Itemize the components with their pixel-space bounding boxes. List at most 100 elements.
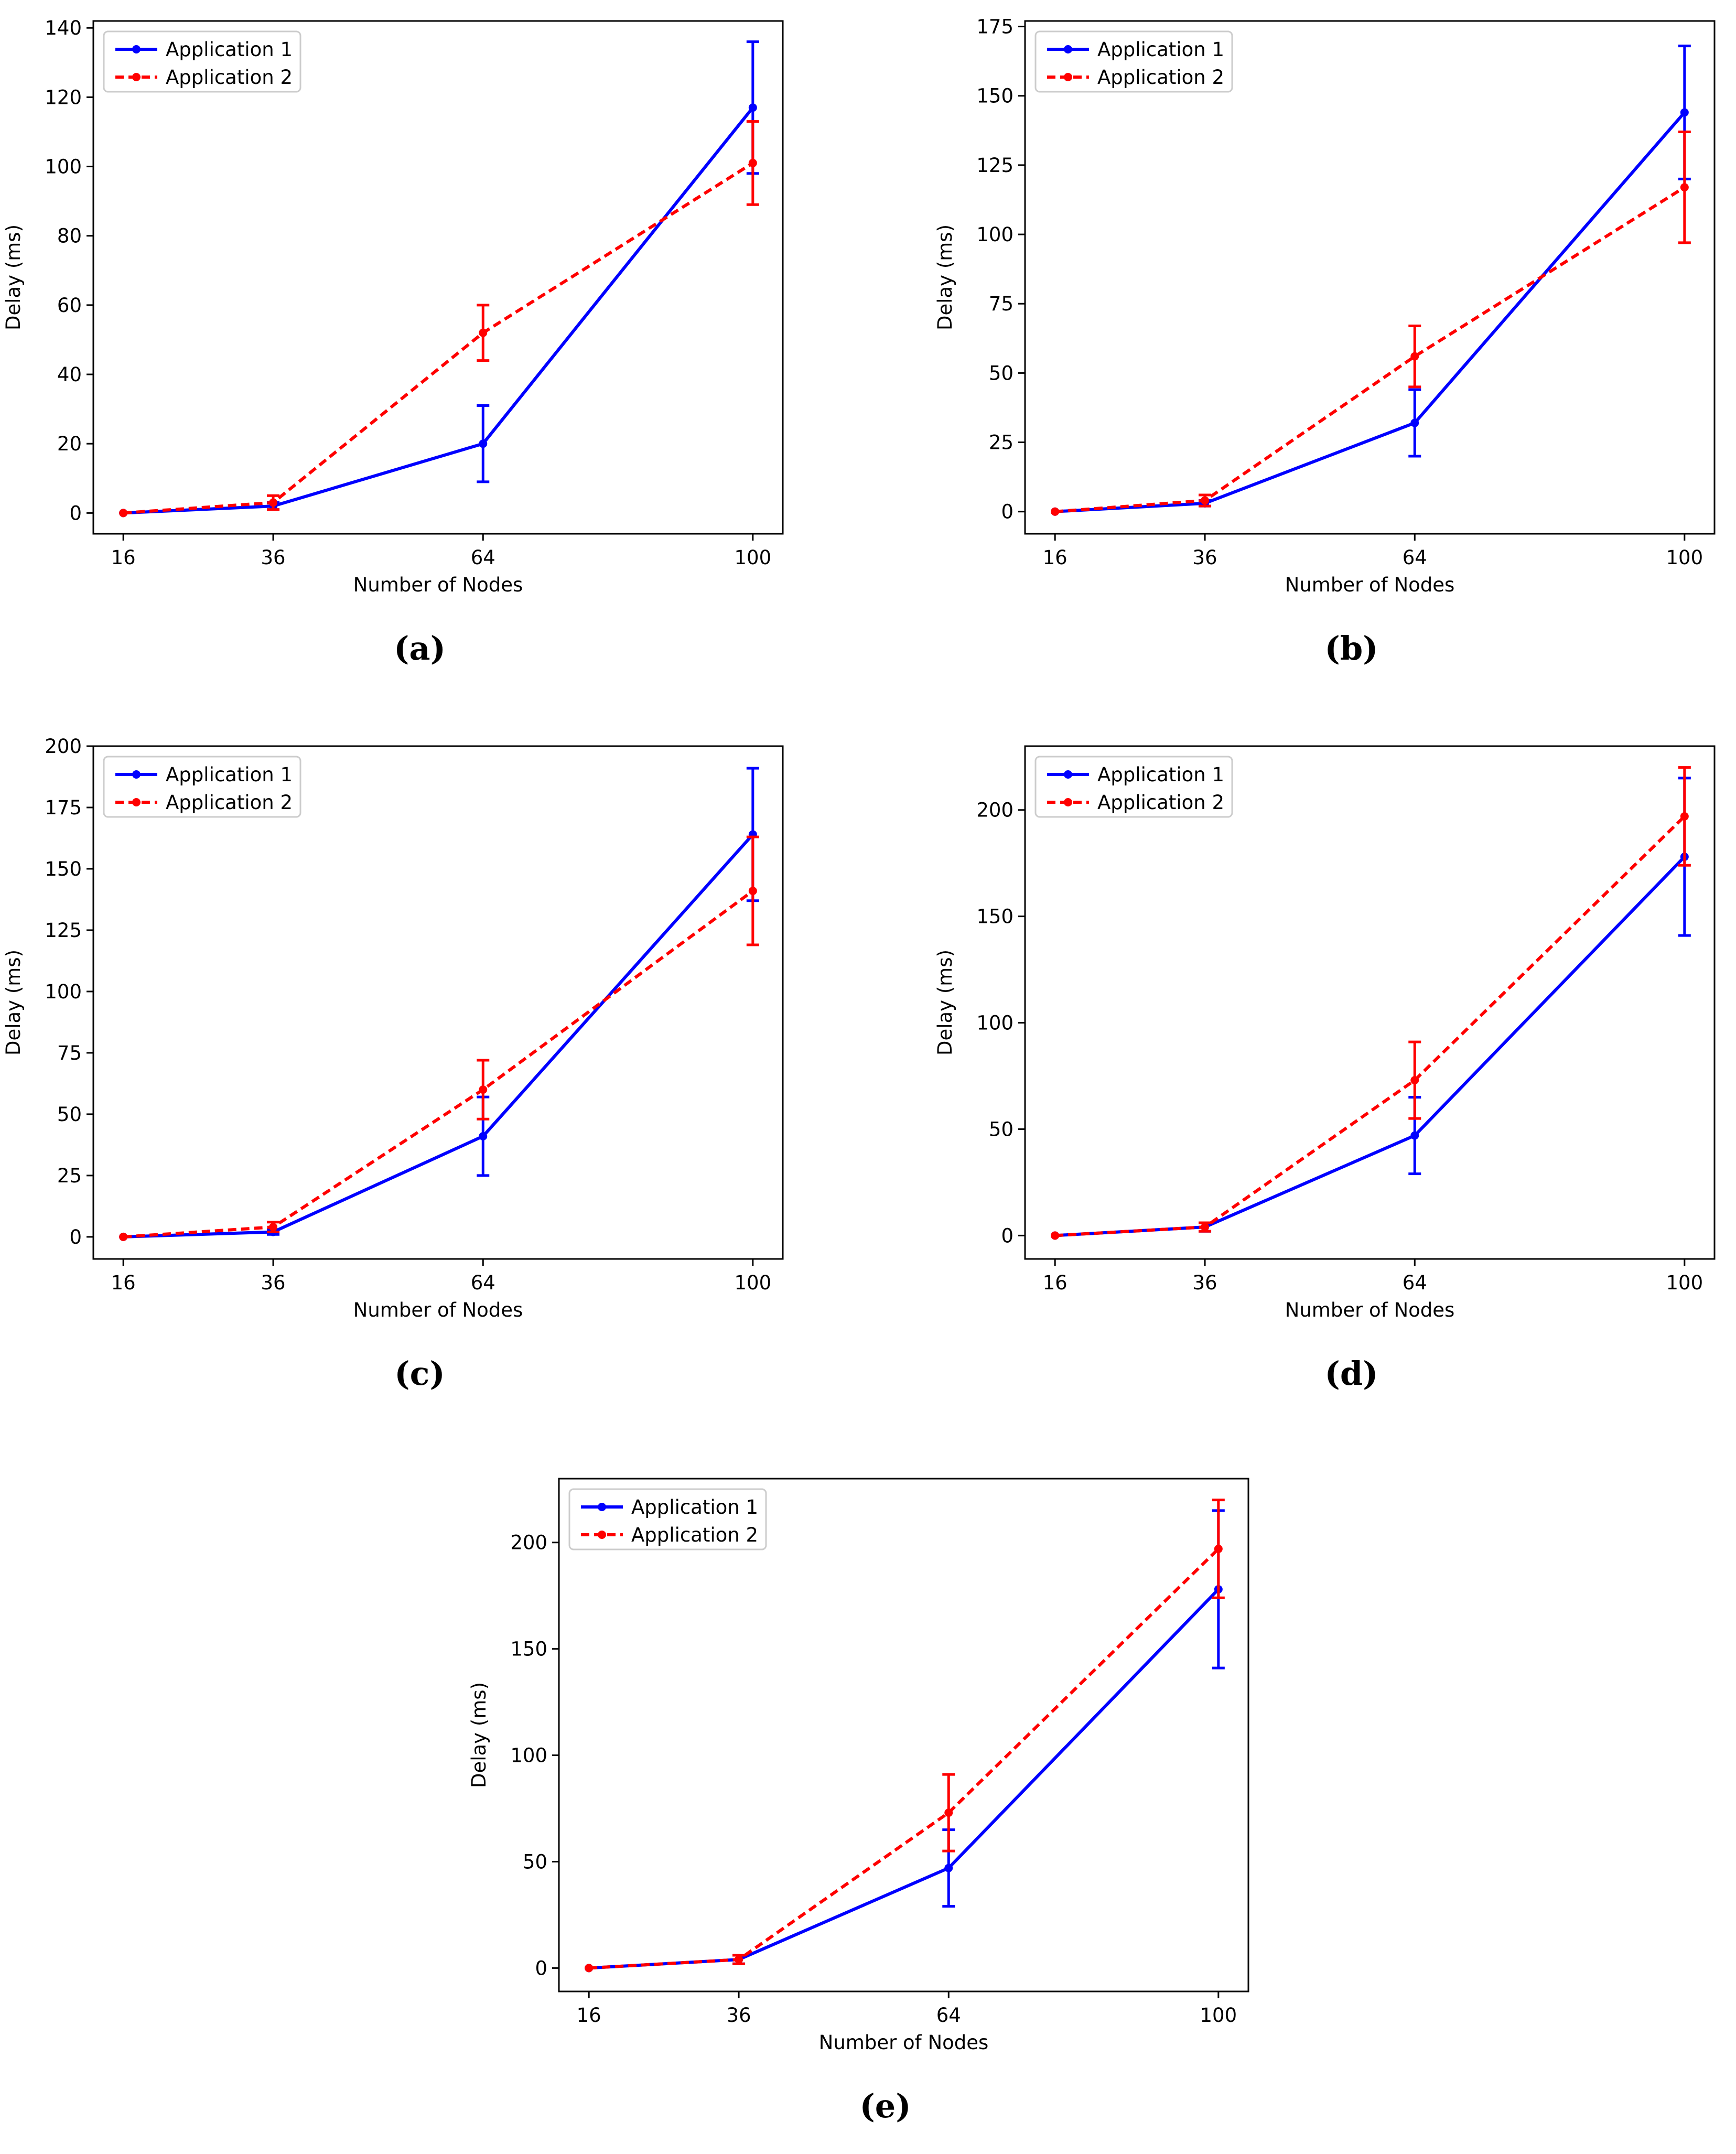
panel-caption: (a) <box>394 629 446 667</box>
data-point <box>735 1955 743 1964</box>
y-tick-label: 125 <box>976 154 1013 177</box>
y-tick-label: 50 <box>523 1850 547 1873</box>
data-point <box>1680 108 1689 117</box>
panel-caption: (e) <box>859 2087 911 2125</box>
data-point <box>119 509 128 518</box>
y-tick-label: 140 <box>45 17 82 39</box>
legend-swatch-marker <box>132 798 141 806</box>
legend-swatch-marker <box>1064 798 1072 806</box>
data-point <box>1051 1231 1060 1240</box>
y-tick-label: 75 <box>57 1042 82 1064</box>
data-point <box>1410 352 1419 361</box>
legend: Application 1 Application 2 <box>103 756 301 818</box>
y-tick-label: 200 <box>45 735 82 758</box>
series-1 <box>585 1509 1225 1973</box>
chart-panel-e: 0 50 100 150 200 16 36 64 100 Number of Nodes Dela… <box>468 1478 1249 2125</box>
x-tick-label: 100 <box>1666 1272 1703 1294</box>
x-tick-label: 64 <box>471 1272 495 1294</box>
chart-panel-c: 0 25 50 75 100 125 150 175 200 16 36 64 100 Number of… <box>2 735 784 1393</box>
legend-swatch-marker <box>598 1531 606 1539</box>
y-axis-label: Delay (ms) <box>2 224 25 330</box>
legend-swatch-marker <box>598 1503 606 1511</box>
x-tick-label: 16 <box>111 546 136 569</box>
y-axis-label: Delay (ms) <box>934 950 956 1056</box>
data-point <box>1680 183 1689 192</box>
series-line <box>1054 186 1686 513</box>
data-point <box>1214 1544 1223 1553</box>
series-line <box>123 106 754 515</box>
plot-frame <box>1024 20 1716 535</box>
x-tick-label: 64 <box>936 2004 961 2027</box>
legend-label: Application 1 <box>166 763 293 786</box>
y-tick-label: 100 <box>45 156 82 178</box>
y-tick-label: 200 <box>510 1532 547 1554</box>
data-point <box>748 158 757 167</box>
y-axis-label: Delay (ms) <box>468 1682 490 1788</box>
chart-panel-a: 0 20 40 60 80 100 120 140 16 36 64 100 Number of Nod… <box>2 17 784 667</box>
y-axis-label: Delay (ms) <box>934 224 956 330</box>
legend-label: Application 2 <box>1097 66 1224 89</box>
x-tick-label: 36 <box>261 1272 285 1294</box>
y-tick-label: 25 <box>989 432 1013 454</box>
legend-label: Application 2 <box>1097 791 1224 814</box>
series-2 <box>1051 130 1691 516</box>
series-2 <box>119 120 759 518</box>
legend-box <box>1034 756 1233 818</box>
x-axis-label: Number of Nodes <box>819 2031 989 2054</box>
series-line <box>1055 815 1686 1237</box>
legend: Application 1 Application 2 <box>1034 756 1233 818</box>
data-point <box>479 1085 488 1094</box>
data-point <box>479 328 488 337</box>
x-axis-label: Number of Nodes <box>353 574 523 596</box>
series-line <box>123 889 754 1238</box>
legend-box <box>103 30 301 93</box>
data-point <box>944 1864 953 1872</box>
y-tick-label: 175 <box>45 796 82 819</box>
data-point <box>944 1808 953 1817</box>
legend-box <box>568 1488 767 1550</box>
data-point <box>1410 1076 1419 1085</box>
legend-label: Application 1 <box>1097 38 1224 61</box>
y-axis-label: Delay (ms) <box>2 950 25 1056</box>
data-point <box>1410 1131 1419 1140</box>
x-tick-label: 100 <box>735 1272 772 1294</box>
x-tick-label: 36 <box>1192 546 1217 569</box>
y-tick-label: 100 <box>45 981 82 1003</box>
y-tick-label: 150 <box>976 85 1013 107</box>
y-tick-label: 100 <box>510 1744 547 1767</box>
y-tick-label: 80 <box>57 225 82 247</box>
y-tick-label: 0 <box>1001 1224 1013 1247</box>
y-tick-label: 175 <box>976 16 1013 38</box>
legend-box <box>103 756 301 818</box>
series-line <box>1055 855 1686 1237</box>
x-tick-label: 16 <box>1043 546 1068 569</box>
y-tick-label: 60 <box>57 294 82 317</box>
x-tick-label: 36 <box>261 546 285 569</box>
y-tick-label: 50 <box>989 1118 1013 1140</box>
legend-swatch-marker <box>1064 770 1072 779</box>
series-1 <box>119 40 759 518</box>
y-tick-label: 50 <box>989 362 1013 384</box>
y-tick-label: 125 <box>45 919 82 942</box>
series-2 <box>585 1499 1225 1973</box>
chart-panel-d: 0 50 100 150 200 16 36 64 100 Number of Nodes Dela… <box>934 745 1716 1393</box>
legend: Application 1 Application 2 <box>568 1488 767 1550</box>
y-tick-label: 0 <box>535 1957 547 1979</box>
y-tick-label: 0 <box>1001 501 1013 523</box>
data-point <box>1201 1223 1210 1232</box>
legend-swatch-marker <box>1064 45 1072 53</box>
legend-label: Application 1 <box>631 1496 758 1518</box>
x-tick-label: 100 <box>1200 2004 1237 2027</box>
series-1 <box>1051 777 1691 1240</box>
data-point <box>748 103 757 112</box>
data-point <box>1680 812 1689 821</box>
plot-frame <box>1024 745 1716 1260</box>
series-line <box>123 161 754 515</box>
data-point <box>1410 418 1419 427</box>
data-point <box>748 887 757 896</box>
legend: Application 1 Application 2 <box>103 30 301 93</box>
legend-swatch-marker <box>132 45 141 53</box>
series-line <box>1055 111 1686 513</box>
y-tick-label: 40 <box>57 363 82 386</box>
x-tick-label: 36 <box>1192 1272 1217 1294</box>
